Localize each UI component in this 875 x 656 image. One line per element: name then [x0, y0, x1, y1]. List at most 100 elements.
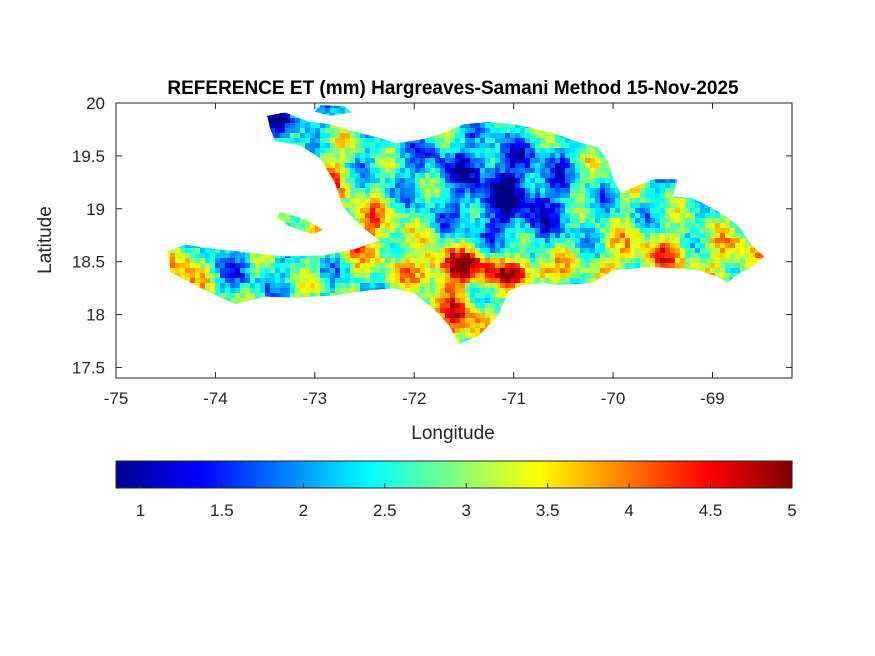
- et-cell: [340, 163, 346, 169]
- et-cell: [340, 283, 346, 289]
- et-cell: [500, 183, 506, 189]
- et-cell: [245, 288, 251, 294]
- chart-title: REFERENCE ET (mm) Hargreaves-Samani Meth…: [167, 78, 739, 99]
- et-cell: [600, 248, 606, 254]
- et-cell: [240, 258, 246, 264]
- et-cell: [605, 198, 611, 204]
- et-cell: [185, 273, 191, 279]
- et-cell: [575, 153, 581, 159]
- et-cell: [305, 283, 311, 289]
- et-cell: [635, 248, 641, 254]
- et-cell: [400, 188, 406, 194]
- et-cell: [550, 258, 556, 264]
- et-cell: [470, 318, 476, 324]
- et-cell: [365, 178, 371, 184]
- et-cell: [330, 163, 336, 169]
- et-cell: [365, 283, 371, 289]
- et-cell: [620, 198, 626, 204]
- et-cell: [535, 188, 541, 194]
- et-cell: [285, 283, 291, 289]
- et-cell: [270, 123, 276, 129]
- et-cell: [350, 208, 356, 214]
- et-cell: [270, 288, 276, 294]
- et-cell: [465, 313, 471, 319]
- et-cell: [450, 203, 456, 209]
- et-cell: [235, 258, 241, 264]
- et-cell: [505, 278, 511, 284]
- et-cell: [550, 248, 556, 254]
- et-cell: [440, 278, 446, 284]
- et-cell: [410, 193, 416, 199]
- et-cell: [545, 263, 551, 269]
- et-cell: [590, 223, 596, 229]
- et-cell: [305, 128, 311, 134]
- et-cell: [415, 263, 421, 269]
- et-cell: [630, 218, 636, 224]
- et-cell: [530, 198, 536, 204]
- et-cell: [490, 233, 496, 239]
- et-cell: [590, 203, 596, 209]
- et-cell: [190, 253, 196, 259]
- et-cell: [630, 228, 636, 234]
- et-cell: [180, 268, 186, 274]
- et-cell: [540, 173, 546, 179]
- et-cell: [600, 233, 606, 239]
- et-cell: [365, 203, 371, 209]
- et-cell: [330, 143, 336, 149]
- et-cell: [460, 318, 466, 324]
- et-cell: [450, 138, 456, 144]
- et-cell: [515, 188, 521, 194]
- et-cell: [435, 233, 441, 239]
- et-cell: [465, 333, 471, 339]
- et-cell: [220, 258, 226, 264]
- et-cell: [585, 223, 591, 229]
- et-cell: [460, 148, 466, 154]
- et-cell: [580, 238, 586, 244]
- et-cell: [300, 273, 306, 279]
- et-cell: [485, 193, 491, 199]
- et-cell: [450, 308, 456, 314]
- et-cell: [525, 143, 531, 149]
- et-cell: [445, 183, 451, 189]
- et-cell: [420, 158, 426, 164]
- et-cell: [605, 258, 611, 264]
- et-cell: [530, 258, 536, 264]
- et-cell: [300, 258, 306, 264]
- et-cell: [530, 173, 536, 179]
- et-cell: [545, 163, 551, 169]
- et-cell: [400, 238, 406, 244]
- et-cell: [510, 278, 516, 284]
- et-cell: [440, 243, 446, 249]
- et-cell: [430, 278, 436, 284]
- et-cell: [265, 263, 271, 269]
- et-cell: [580, 243, 586, 249]
- et-cell: [570, 273, 576, 279]
- et-cell: [610, 178, 616, 184]
- et-cell: [480, 323, 486, 329]
- et-cell: [205, 288, 211, 294]
- et-cell: [545, 213, 551, 219]
- et-cell: [415, 223, 421, 229]
- et-cell: [235, 293, 241, 299]
- et-cell: [280, 118, 286, 124]
- et-cell: [205, 278, 211, 284]
- et-cell: [440, 183, 446, 189]
- et-cell: [445, 273, 451, 279]
- et-cell: [560, 263, 566, 269]
- et-cell: [455, 193, 461, 199]
- et-cell: [465, 168, 471, 174]
- et-cell: [590, 218, 596, 224]
- et-cell: [580, 173, 586, 179]
- et-cell: [570, 203, 576, 209]
- et-cell: [390, 283, 396, 289]
- et-cell: [600, 238, 606, 244]
- et-cell: [495, 233, 501, 239]
- et-cell: [570, 248, 576, 254]
- et-cell: [555, 163, 561, 169]
- et-cell: [570, 188, 576, 194]
- et-cell: [515, 208, 521, 214]
- et-cell: [290, 113, 296, 119]
- et-cell: [420, 143, 426, 149]
- et-cell: [480, 303, 486, 309]
- et-cell: [390, 248, 396, 254]
